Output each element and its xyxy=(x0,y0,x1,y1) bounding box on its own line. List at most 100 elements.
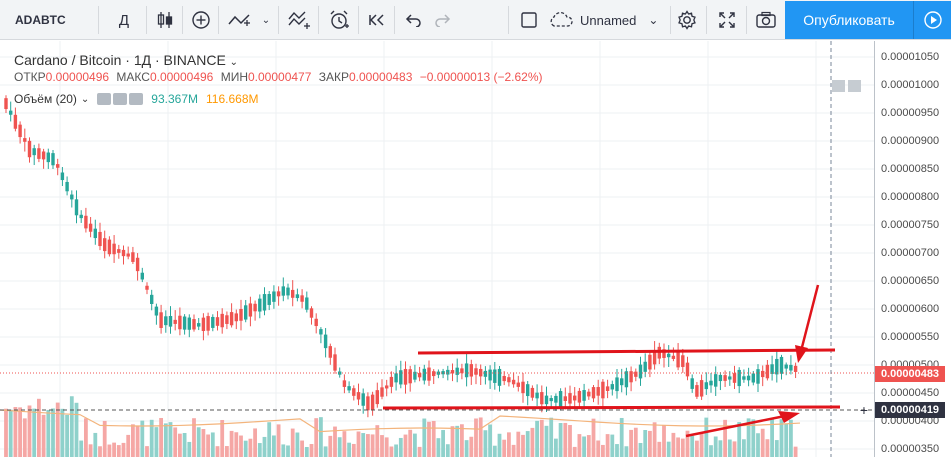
volume-value: 93.367M xyxy=(151,92,198,106)
candle-body xyxy=(742,376,746,380)
volume-bar xyxy=(760,428,765,457)
candle-body xyxy=(380,387,384,397)
volume-bar xyxy=(774,440,779,457)
settings-icon[interactable] xyxy=(113,93,128,105)
interval-button[interactable]: Д xyxy=(118,11,130,29)
candle-body xyxy=(74,199,79,216)
candle-body xyxy=(314,318,318,327)
volume-bar xyxy=(69,396,74,457)
candle-body xyxy=(399,370,403,385)
volume-bar xyxy=(591,418,596,457)
volume-bar xyxy=(770,418,774,457)
volume-bar xyxy=(192,418,196,457)
volume-bar xyxy=(427,421,431,457)
bars-style-icon[interactable] xyxy=(150,0,180,40)
price-tick: 0.00000800 xyxy=(881,191,940,203)
eye-icon[interactable] xyxy=(97,93,112,105)
candle-body xyxy=(469,364,473,377)
candle-body xyxy=(352,388,356,396)
volume-bar xyxy=(596,440,601,457)
price-tick: 0.00000450 xyxy=(881,387,940,399)
price-chart[interactable] xyxy=(0,41,874,457)
candle-body xyxy=(587,391,591,397)
volume-bar xyxy=(154,427,159,457)
fib-icon[interactable] xyxy=(282,0,316,40)
cloud-icon xyxy=(548,12,574,28)
layout-name: Unnamed xyxy=(580,12,637,28)
candle-body xyxy=(596,387,600,396)
volume-bar xyxy=(323,446,328,457)
volume-bar xyxy=(257,443,262,457)
fullscreen-icon[interactable] xyxy=(710,0,744,40)
volume-bar xyxy=(41,414,46,457)
volume-bar xyxy=(779,419,784,457)
snapshot-icon[interactable] xyxy=(750,0,782,40)
volume-label[interactable]: Объём (20) xyxy=(14,92,77,106)
layout-menu[interactable]: Unnamed ⌄ xyxy=(548,0,670,40)
volume-bar xyxy=(304,446,309,457)
undo-icon[interactable] xyxy=(398,0,428,40)
volume-bar xyxy=(544,425,549,457)
volume-bar xyxy=(276,424,281,457)
candle-body xyxy=(18,124,22,138)
candle-body xyxy=(441,371,445,375)
price-tick: 0.00000950 xyxy=(881,107,940,119)
candle-body xyxy=(272,291,276,302)
volume-bar xyxy=(79,440,84,457)
square-checkbox-icon[interactable] xyxy=(514,0,544,40)
symbol-title: Cardano / Bitcoin · 1Д · BINANCE ⌄ xyxy=(14,52,238,68)
volume-bar xyxy=(88,444,93,457)
settings-icon[interactable] xyxy=(672,0,702,40)
volume-bar xyxy=(206,434,210,457)
chevron-down-icon[interactable]: ⌄ xyxy=(229,57,239,68)
volume-bar xyxy=(356,431,361,457)
divider xyxy=(670,6,671,34)
volume-bar xyxy=(539,419,544,457)
add-indicator-icon[interactable] xyxy=(186,0,216,40)
volume-bar xyxy=(112,442,116,457)
price-axis[interactable] xyxy=(874,41,951,457)
chevron-down-icon[interactable]: ⌄ xyxy=(80,93,90,105)
candle-body xyxy=(98,231,102,247)
candle-body xyxy=(544,395,549,405)
line-tool-icon[interactable] xyxy=(224,0,254,40)
volume-bar xyxy=(671,432,676,457)
candle-body xyxy=(37,148,41,159)
volume-bar xyxy=(483,430,488,457)
volume-bar xyxy=(32,408,37,457)
volume-bar xyxy=(366,434,370,457)
symbol-search[interactable]: ADABTC xyxy=(15,13,66,27)
volume-bar xyxy=(662,424,666,457)
chevron-down-icon[interactable]: ⌄ xyxy=(261,14,271,26)
price-tick: 0.00000850 xyxy=(881,163,940,175)
volume-bar xyxy=(262,436,267,457)
volume-bar xyxy=(685,430,690,457)
volume-bar xyxy=(488,424,492,457)
candle-body xyxy=(117,249,121,253)
volume-bar xyxy=(408,429,413,457)
volume-bar xyxy=(243,440,248,457)
redo-icon[interactable] xyxy=(428,0,458,40)
publish-button[interactable]: Опубликовать xyxy=(785,1,913,39)
candle-body xyxy=(751,373,755,383)
scroll-up-icon[interactable] xyxy=(832,80,845,92)
volume-bar xyxy=(168,422,173,457)
volume-bar xyxy=(380,435,384,457)
volume-bar xyxy=(140,420,145,457)
volume-bar xyxy=(333,426,337,457)
replay-icon[interactable] xyxy=(362,0,392,40)
alert-icon[interactable] xyxy=(322,0,356,40)
close-icon[interactable] xyxy=(129,93,144,105)
candle-body xyxy=(88,223,93,232)
candle-body xyxy=(554,395,558,403)
volume-bar xyxy=(351,443,356,457)
candle-body xyxy=(497,368,502,386)
candle-body xyxy=(253,303,257,312)
chevron-right-icon[interactable] xyxy=(913,1,951,39)
candle-body xyxy=(258,298,262,312)
close-label: ЗАКР xyxy=(318,70,349,84)
scroll-down-icon[interactable] xyxy=(848,80,861,92)
volume-bar xyxy=(784,423,789,457)
volume-bar xyxy=(121,442,126,457)
add-line-icon[interactable]: + xyxy=(859,402,869,418)
